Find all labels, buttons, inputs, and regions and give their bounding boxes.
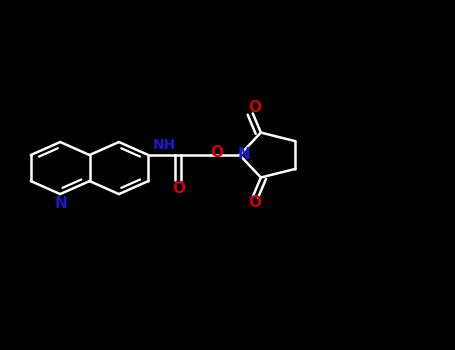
Text: N: N [54,196,67,211]
Text: O: O [248,100,262,115]
Text: NH: NH [153,138,176,152]
Text: O: O [248,195,262,210]
Text: O: O [211,145,223,160]
Text: N: N [238,147,250,162]
Text: O: O [172,181,185,196]
